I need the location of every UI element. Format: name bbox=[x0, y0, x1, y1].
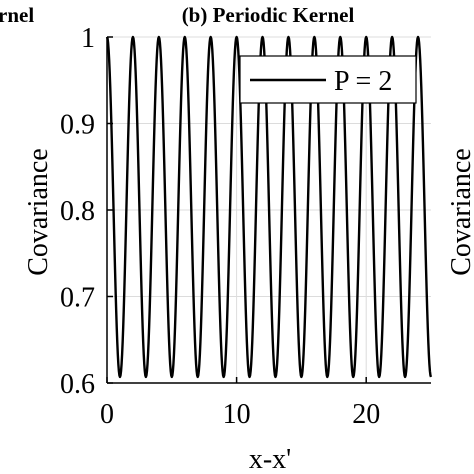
x-tick-label: 0 bbox=[100, 399, 114, 430]
x-axis-label: x-x' bbox=[249, 444, 291, 474]
left-panel-title-fragment: rnel bbox=[0, 3, 34, 27]
y-tick-label: 1 bbox=[81, 23, 95, 54]
y-tick-label: 0.6 bbox=[60, 369, 95, 400]
legend: P = 2 bbox=[239, 55, 417, 104]
right-panel-ylabel-fragment: Covariance bbox=[446, 148, 474, 276]
y-tick-label: 0.9 bbox=[60, 110, 95, 141]
y-ticks: 0.6 0.7 0.8 0.9 1 bbox=[60, 23, 113, 400]
y-tick-label: 0.7 bbox=[60, 283, 95, 314]
series-line-p2 bbox=[105, 35, 433, 379]
y-tick-label: 0.8 bbox=[60, 196, 95, 227]
y-axis-label: Covariance bbox=[23, 148, 54, 276]
x-tick-label: 20 bbox=[352, 399, 380, 430]
legend-label: P = 2 bbox=[334, 66, 392, 97]
x-tick-label: 10 bbox=[223, 399, 251, 430]
x-ticks: 0 10 20 bbox=[100, 377, 380, 430]
chart-title: (b) Periodic Kernel bbox=[182, 3, 355, 27]
